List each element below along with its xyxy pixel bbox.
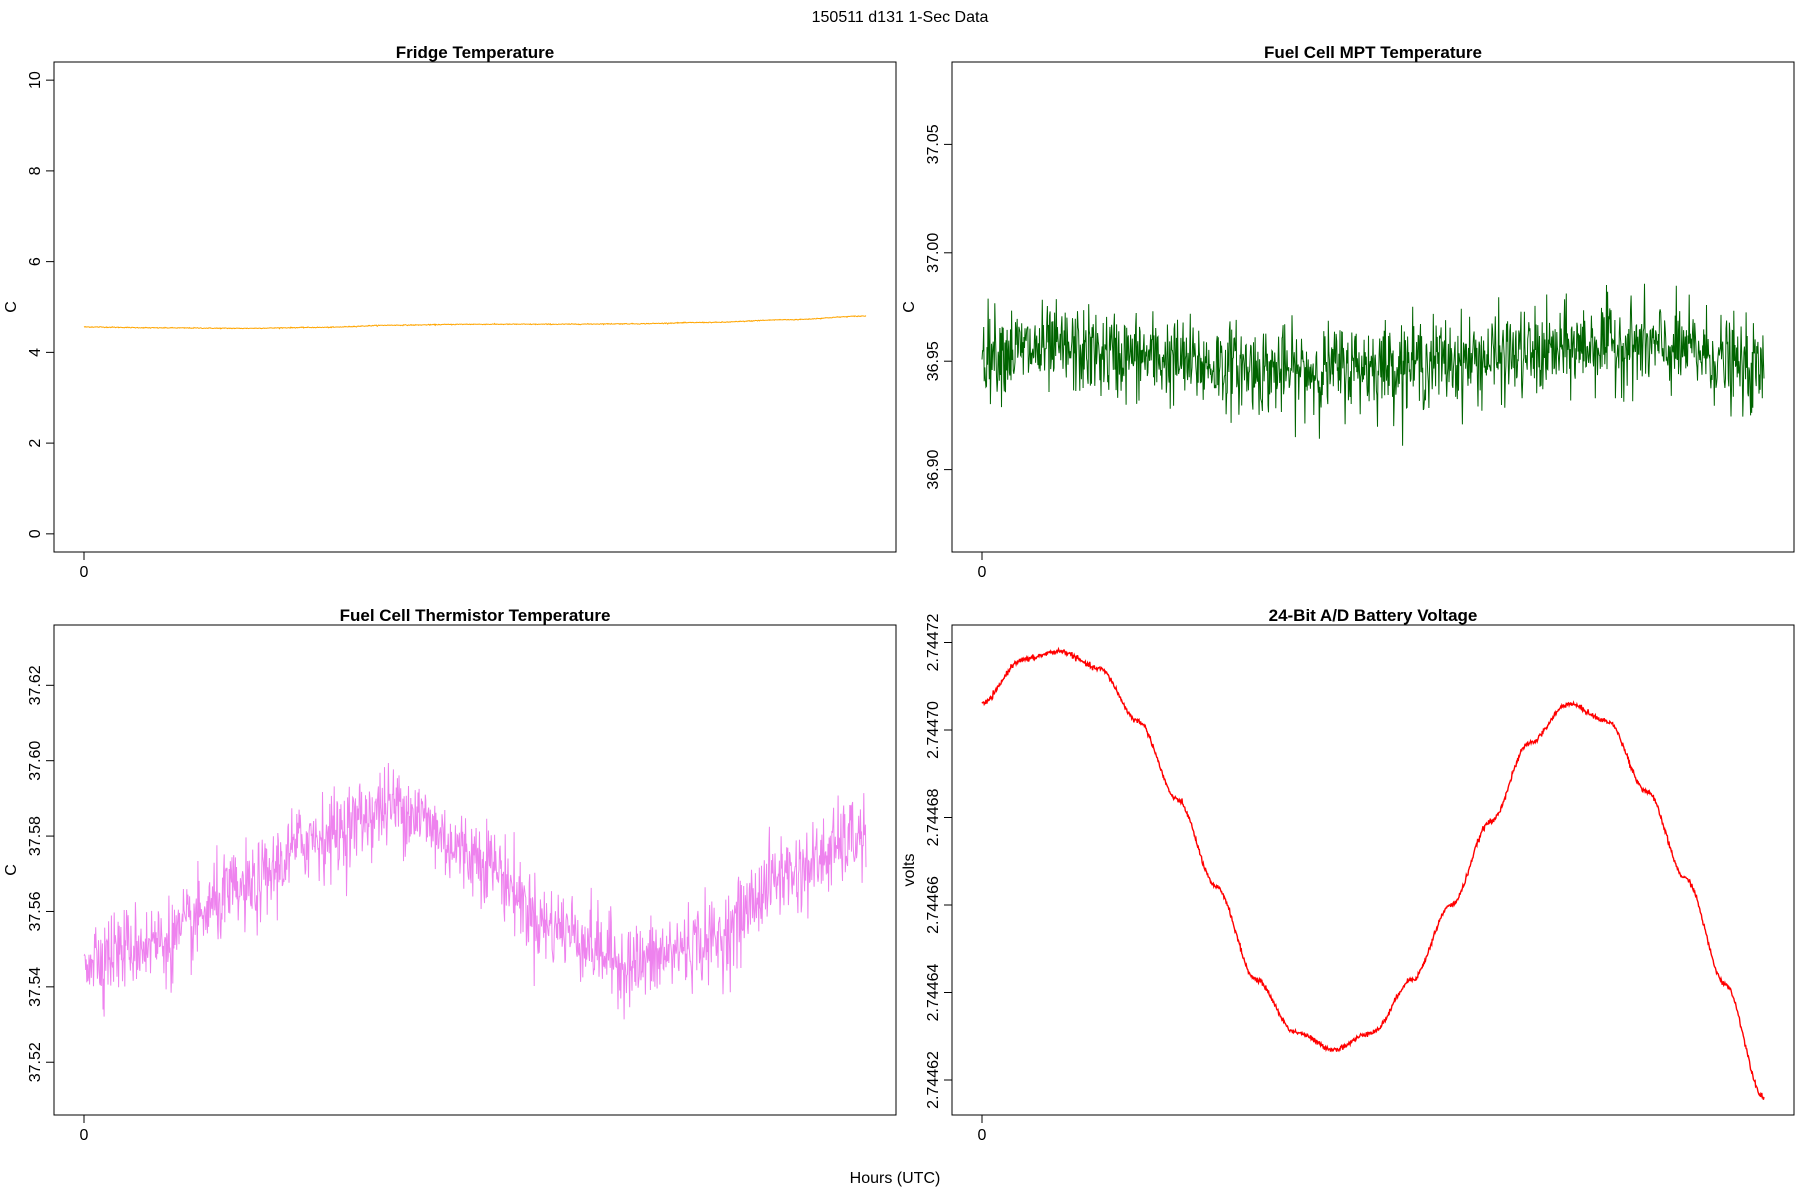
panel-3: Fuel Cell Thermistor Temperature 37.52 37.…	[3, 606, 897, 1144]
y-tick-label: 6	[27, 257, 44, 266]
y-tick-label: 2.74462	[925, 1051, 942, 1109]
y-tick-label: 2.74464	[925, 963, 942, 1021]
y-tick-label: 37.54	[27, 967, 44, 1007]
panel-title: 24-Bit A/D Battery Voltage	[1269, 606, 1478, 625]
y-tick-label: 2.74472	[925, 613, 942, 671]
y-tick-label: 2.74470	[925, 701, 942, 759]
y-tick-label: 37.00	[925, 233, 942, 273]
y-tick-label: 37.56	[27, 891, 44, 931]
y-tick-label: 0	[27, 529, 44, 538]
panel-2: Fuel Cell MPT Temperature 36.90 36.95 37.00…	[901, 43, 1795, 581]
panel-title: Fuel Cell MPT Temperature	[1264, 43, 1482, 62]
plot-frame	[53, 624, 897, 1116]
y-axis-label: volts	[901, 854, 918, 887]
y-axis-label: C	[3, 301, 20, 313]
series-line	[83, 315, 867, 330]
y-tick-label: 2	[27, 439, 44, 448]
y-tick-label: 37.62	[27, 665, 44, 705]
y-tick-label: 37.52	[27, 1042, 44, 1082]
y-tick-label: 2.74466	[925, 876, 942, 934]
series-line	[981, 283, 1765, 446]
y-tick-label: 36.90	[925, 449, 942, 489]
series-line	[83, 762, 867, 1020]
x-tick-label: 0	[80, 564, 89, 581]
y-tick-label: 37.58	[27, 816, 44, 856]
panel-1: Fridge Temperature 0 2 4 6 8 10 0 C	[3, 43, 897, 581]
y-tick-label: 10	[27, 71, 44, 89]
y-axis-label: C	[3, 864, 20, 876]
panel-4: 24-Bit A/D Battery Voltage 2.74462 2.74464…	[901, 606, 1795, 1144]
x-tick-label: 0	[978, 1127, 987, 1144]
plot-frame	[951, 624, 1795, 1116]
panel-title: Fuel Cell Thermistor Temperature	[340, 606, 611, 625]
x-axis-label: Hours (UTC)	[850, 1170, 941, 1187]
x-tick-label: 0	[978, 564, 987, 581]
y-tick-label: 36.95	[925, 341, 942, 381]
plot-frame	[53, 61, 897, 553]
panel-title: Fridge Temperature	[396, 43, 554, 62]
y-axis-label: C	[901, 301, 918, 313]
x-tick-label: 0	[80, 1127, 89, 1144]
y-tick-label: 2.74468	[925, 788, 942, 846]
y-tick-label: 4	[27, 348, 44, 357]
y-tick-label: 8	[27, 166, 44, 175]
y-tick-label: 37.05	[925, 124, 942, 164]
y-tick-label: 37.60	[27, 741, 44, 781]
plot-frame	[951, 61, 1795, 553]
series-line	[981, 646, 1765, 1100]
figure-title: 150511 d131 1-Sec Data	[812, 9, 989, 26]
